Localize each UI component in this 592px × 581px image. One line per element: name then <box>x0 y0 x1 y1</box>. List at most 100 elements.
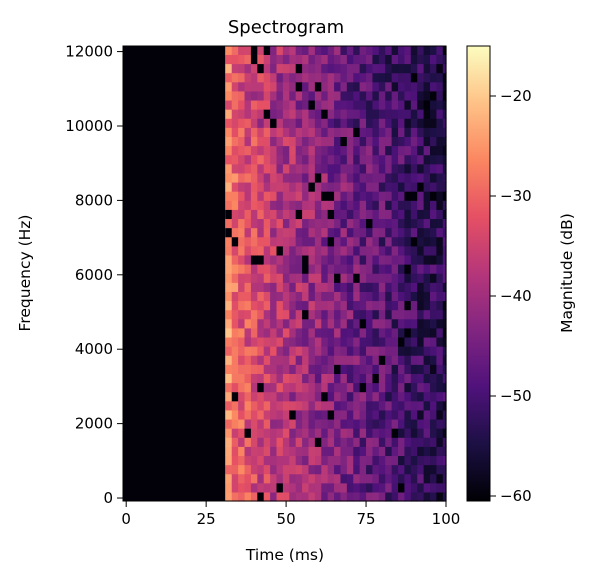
heatmap-cell <box>430 482 438 493</box>
heatmap-cell <box>423 263 431 274</box>
heatmap-cell <box>404 191 412 201</box>
heatmap-cell <box>340 81 348 92</box>
heatmap-cell <box>289 227 297 238</box>
heatmap-cell <box>244 373 252 384</box>
heatmap-cell <box>225 391 233 402</box>
heatmap-cell <box>340 373 348 384</box>
heatmap-cell <box>225 118 233 128</box>
heatmap-cell <box>353 400 361 411</box>
heatmap-cell <box>289 127 297 138</box>
heatmap-cell <box>391 473 399 484</box>
heatmap-cell <box>391 300 399 311</box>
heatmap-cell <box>378 63 386 74</box>
heatmap-cell <box>282 336 290 347</box>
heatmap-cell <box>231 145 239 156</box>
heatmap-cell <box>372 446 380 457</box>
heatmap-cell <box>244 118 252 128</box>
heatmap-cell <box>238 245 246 256</box>
heatmap-cell <box>398 254 406 265</box>
heatmap-cell <box>346 63 354 74</box>
heatmap-cell <box>244 282 252 292</box>
heatmap-cell <box>334 309 342 320</box>
heatmap-cell <box>321 227 329 238</box>
heatmap-cell <box>436 273 444 283</box>
heatmap-cell <box>359 446 367 457</box>
heatmap-cell <box>436 318 444 329</box>
x-tick-label: 50 <box>277 510 296 528</box>
heatmap-cell <box>385 54 393 65</box>
heatmap-cell <box>295 473 303 484</box>
heatmap-cell <box>231 391 239 402</box>
heatmap-cell <box>436 254 444 265</box>
heatmap-cell <box>302 72 310 83</box>
heatmap-cell <box>276 218 284 229</box>
heatmap-cell <box>334 373 342 384</box>
heatmap-cell <box>436 163 444 174</box>
heatmap-cell <box>257 245 265 256</box>
heatmap-cell <box>314 90 322 101</box>
heatmap-cell <box>302 382 310 393</box>
heatmap-cell <box>321 464 329 475</box>
heatmap-cell <box>385 218 393 229</box>
heatmap-cell <box>359 172 367 183</box>
heatmap-cell <box>442 127 447 138</box>
heatmap-cell <box>282 191 290 201</box>
heatmap-cell <box>353 382 361 393</box>
heatmap-cell <box>391 318 399 329</box>
heatmap-cell <box>423 428 431 438</box>
heatmap-cell <box>372 163 380 174</box>
heatmap-cell <box>276 400 284 411</box>
heatmap-cell <box>334 273 342 283</box>
heatmap-cell <box>289 109 297 119</box>
heatmap-cell <box>385 282 393 292</box>
heatmap-cell <box>353 446 361 457</box>
heatmap-cell <box>391 382 399 393</box>
heatmap-cell <box>327 118 335 128</box>
heatmap-cell <box>404 54 412 65</box>
heatmap-cell <box>257 191 265 201</box>
heatmap-cell <box>295 81 303 92</box>
heatmap-cell <box>282 254 290 265</box>
heatmap-cell <box>302 81 310 92</box>
heatmap-cell <box>436 90 444 101</box>
heatmap-cell <box>244 227 252 238</box>
heatmap-cell <box>250 136 258 147</box>
heatmap-cell <box>436 409 444 420</box>
heatmap-cell <box>385 209 393 220</box>
heatmap-cell <box>263 309 271 320</box>
heatmap-cell <box>359 109 367 119</box>
heatmap-cell <box>308 81 316 92</box>
heatmap-cell <box>436 482 444 493</box>
heatmap-cell <box>225 446 233 457</box>
heatmap-cell <box>231 127 239 138</box>
heatmap-cell <box>334 245 342 256</box>
heatmap-cell <box>321 127 329 138</box>
colorbar-axis: −20−30−40−50−60 <box>490 87 532 505</box>
heatmap-cell <box>282 227 290 238</box>
heatmap-cell <box>340 118 348 128</box>
heatmap-cell <box>334 473 342 484</box>
heatmap-cell <box>398 245 406 256</box>
heatmap-cell <box>334 318 342 329</box>
heatmap-cell <box>385 118 393 128</box>
heatmap-cell <box>423 236 431 247</box>
heatmap-cell <box>238 227 246 238</box>
heatmap-cell <box>321 154 329 165</box>
heatmap-cell <box>295 455 303 466</box>
heatmap-cell <box>289 391 297 402</box>
heatmap-cell <box>391 491 399 502</box>
heatmap-cell <box>398 300 406 311</box>
heatmap-cell <box>295 181 303 192</box>
heatmap-cell <box>238 355 246 365</box>
heatmap-cell <box>289 181 297 192</box>
heatmap-cell <box>372 145 380 156</box>
heatmap-cell <box>334 172 342 183</box>
heatmap-cell <box>295 355 303 365</box>
heatmap-cell <box>257 254 265 265</box>
heatmap-cell <box>263 218 271 229</box>
heatmap-cell <box>282 318 290 329</box>
heatmap-cell <box>270 218 278 229</box>
heatmap-cell <box>423 318 431 329</box>
heatmap-cell <box>423 254 431 265</box>
heatmap-cell <box>276 191 284 201</box>
